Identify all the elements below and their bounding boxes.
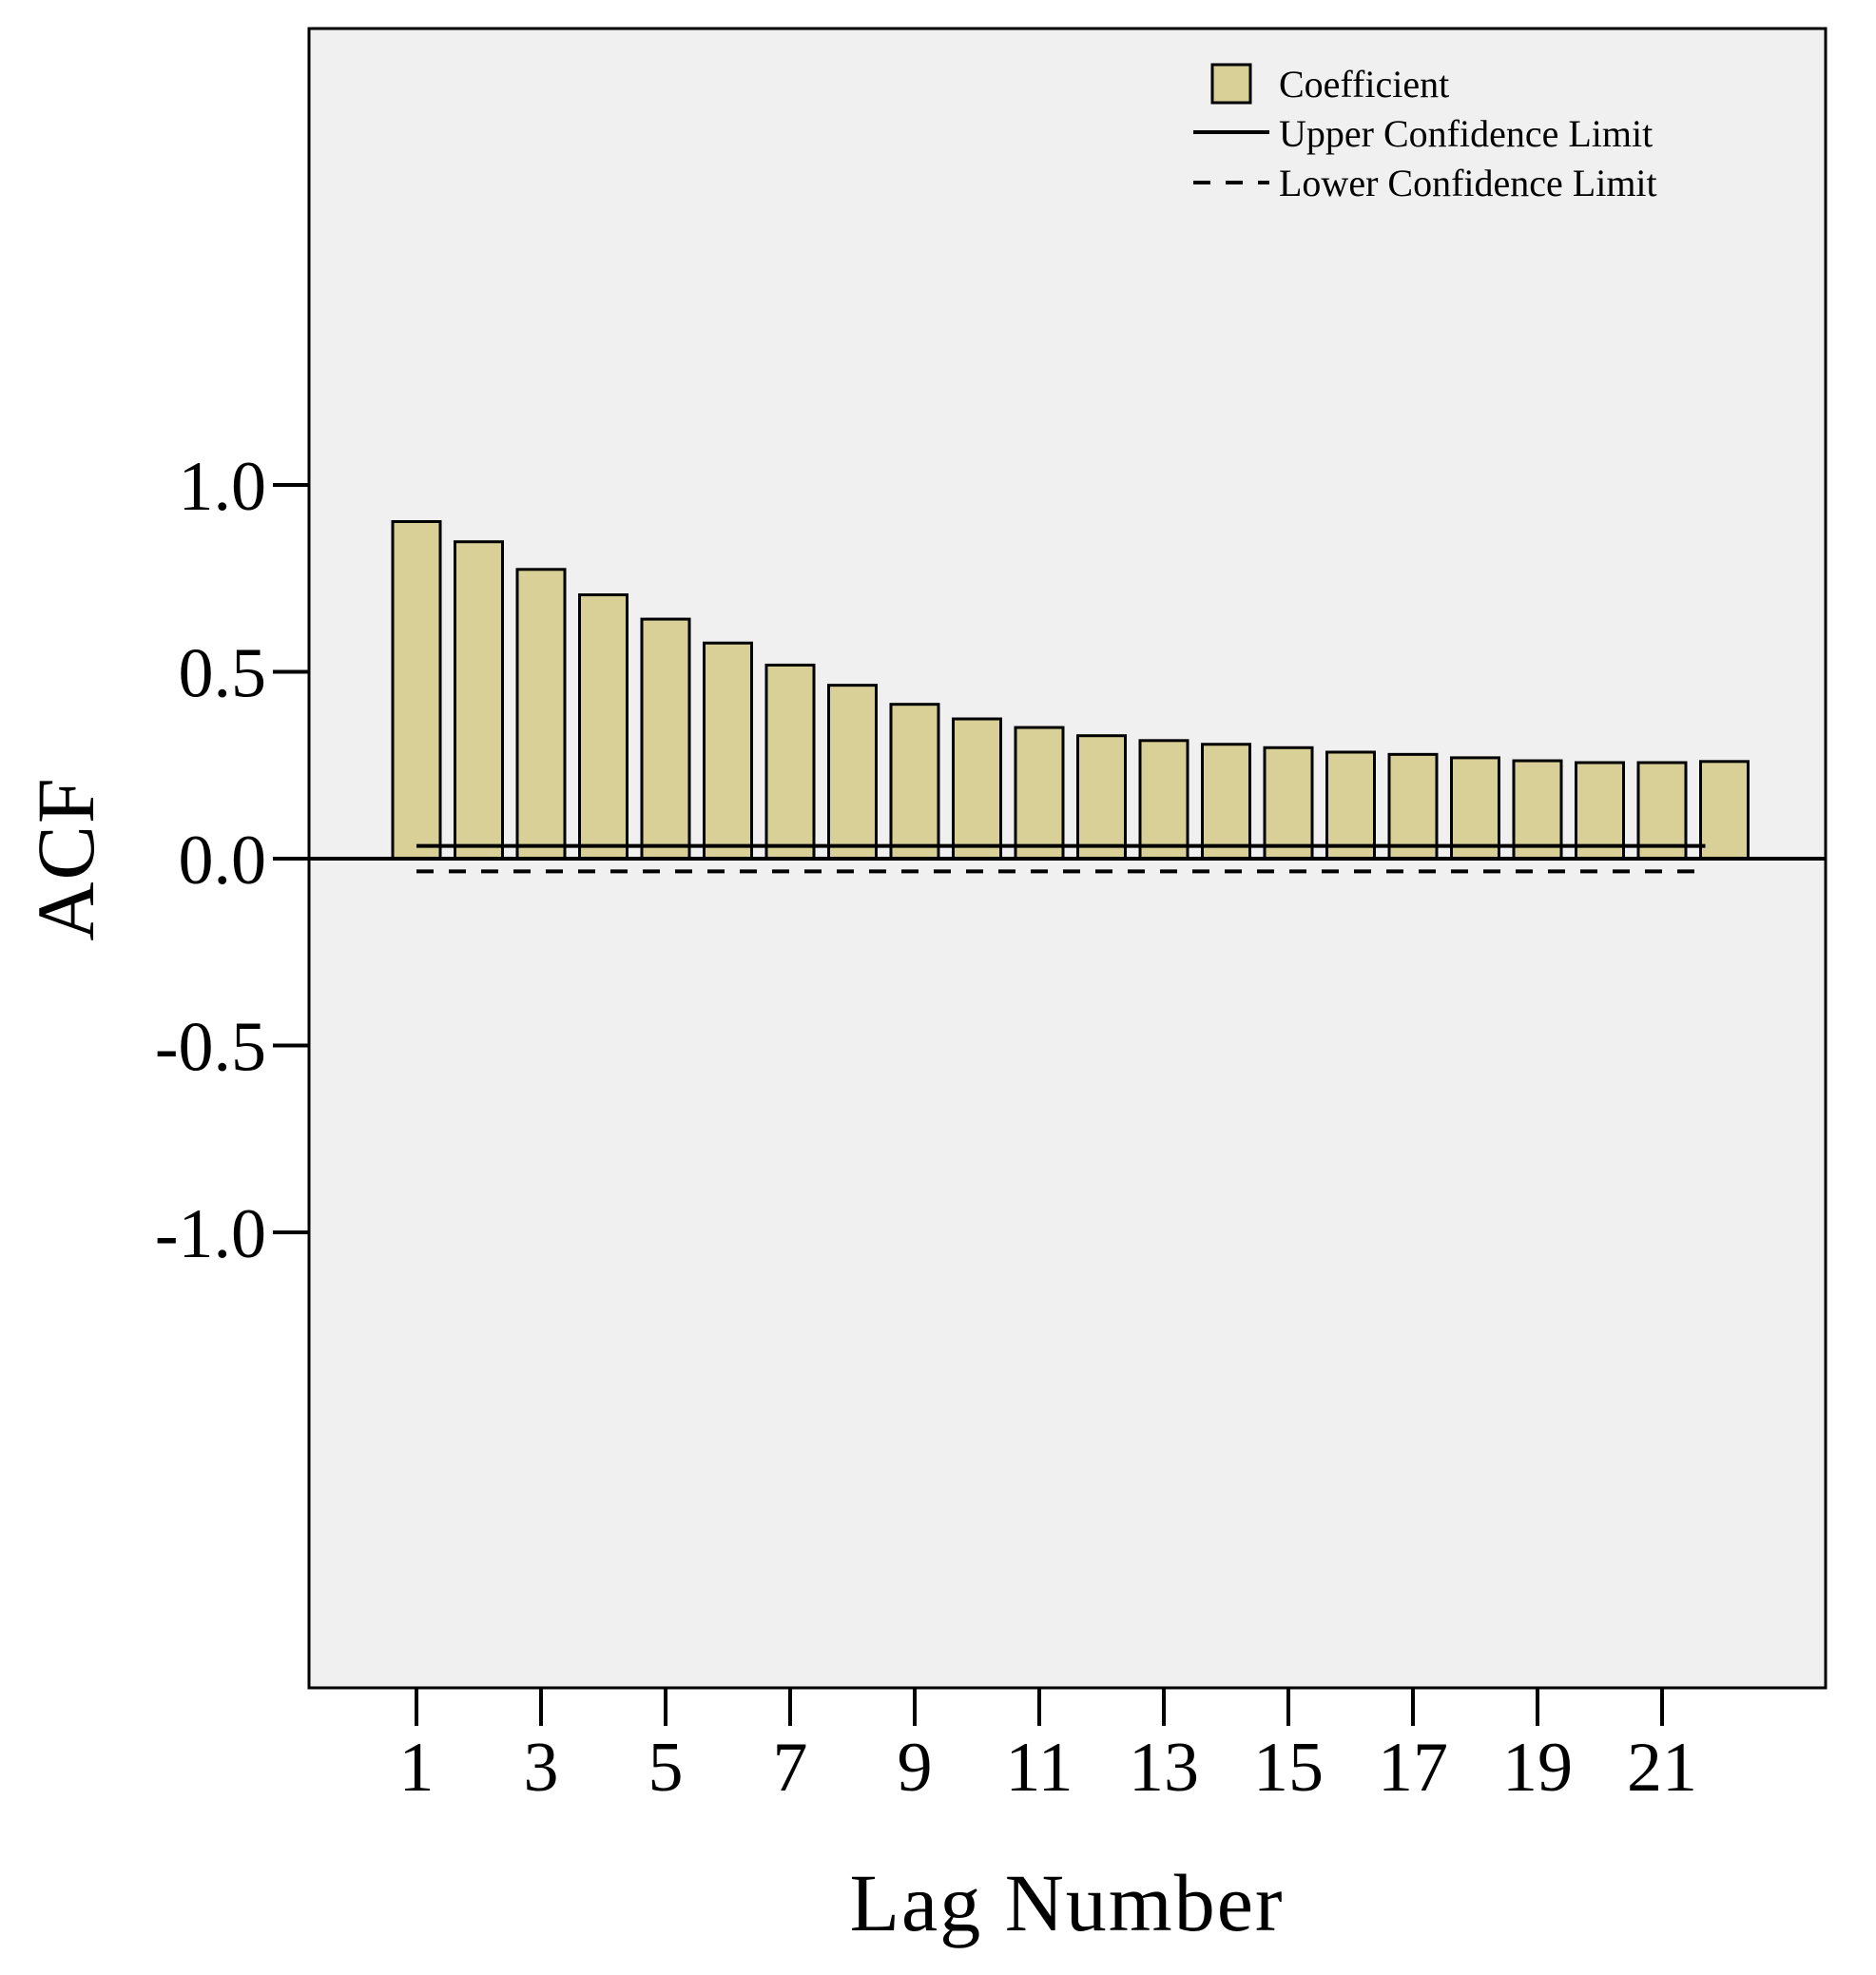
x-tick-label: 11 [1005, 1729, 1073, 1807]
bar-lag-8 [827, 684, 878, 861]
x-tick-label: 5 [648, 1729, 684, 1807]
bar-lag-4 [578, 593, 629, 861]
legend: Coefficient Upper Confidence Limit Lower… [1193, 63, 1657, 204]
bar-lag-10 [952, 717, 1002, 861]
x-axis-title: Lag Number [849, 1857, 1284, 1948]
x-tick-label: 19 [1502, 1729, 1573, 1807]
bar-lag-11 [1014, 726, 1065, 861]
bar-lag-21 [1636, 761, 1688, 861]
bar-lag-14 [1201, 743, 1251, 861]
bar-lag-2 [454, 540, 504, 861]
y-tick-label: -1.0 [155, 1195, 266, 1273]
bar-lag-12 [1076, 734, 1127, 861]
y-tick-label: 0.0 [179, 822, 267, 900]
y-tick-label: -0.5 [155, 1009, 266, 1087]
y-tick-label: 1.0 [179, 448, 267, 526]
x-tick-label: 15 [1253, 1729, 1324, 1807]
bar-lag-6 [703, 641, 753, 861]
bar-lag-19 [1512, 759, 1563, 861]
legend-coefficient-label: Coefficient [1279, 63, 1449, 106]
x-axis: 1 3 5 7 9 11 13 15 17 19 21 [399, 1688, 1697, 1807]
bar-lag-15 [1263, 745, 1314, 861]
bar-lag-5 [640, 617, 691, 861]
bar-lag-1 [391, 520, 442, 861]
x-tick-label: 7 [773, 1729, 808, 1807]
y-axis-title: ACF [20, 776, 111, 940]
bars-group [391, 520, 1750, 861]
legend-coefficient-swatch [1210, 63, 1252, 105]
x-tick-label: 9 [898, 1729, 933, 1807]
bar-lag-16 [1325, 750, 1376, 861]
x-tick-label: 17 [1378, 1729, 1448, 1807]
bar-lag-9 [889, 703, 940, 861]
bar-lag-22 [1699, 760, 1750, 861]
x-tick-label: 1 [399, 1729, 435, 1807]
bar-lag-13 [1138, 739, 1189, 861]
bar-lag-7 [764, 663, 816, 861]
legend-upper-label: Upper Confidence Limit [1279, 112, 1653, 155]
y-tick-label: 0.5 [179, 635, 267, 713]
x-tick-label: 3 [524, 1729, 559, 1807]
x-tick-label: 13 [1129, 1729, 1199, 1807]
bar-lag-18 [1450, 756, 1500, 861]
bar-lag-3 [515, 568, 567, 861]
bar-lag-17 [1387, 752, 1439, 861]
legend-lower-label: Lower Confidence Limit [1279, 162, 1657, 204]
x-tick-label: 21 [1627, 1729, 1697, 1807]
y-axis: 1.0 0.5 0.0 -0.5 -1.0 [155, 448, 309, 1273]
